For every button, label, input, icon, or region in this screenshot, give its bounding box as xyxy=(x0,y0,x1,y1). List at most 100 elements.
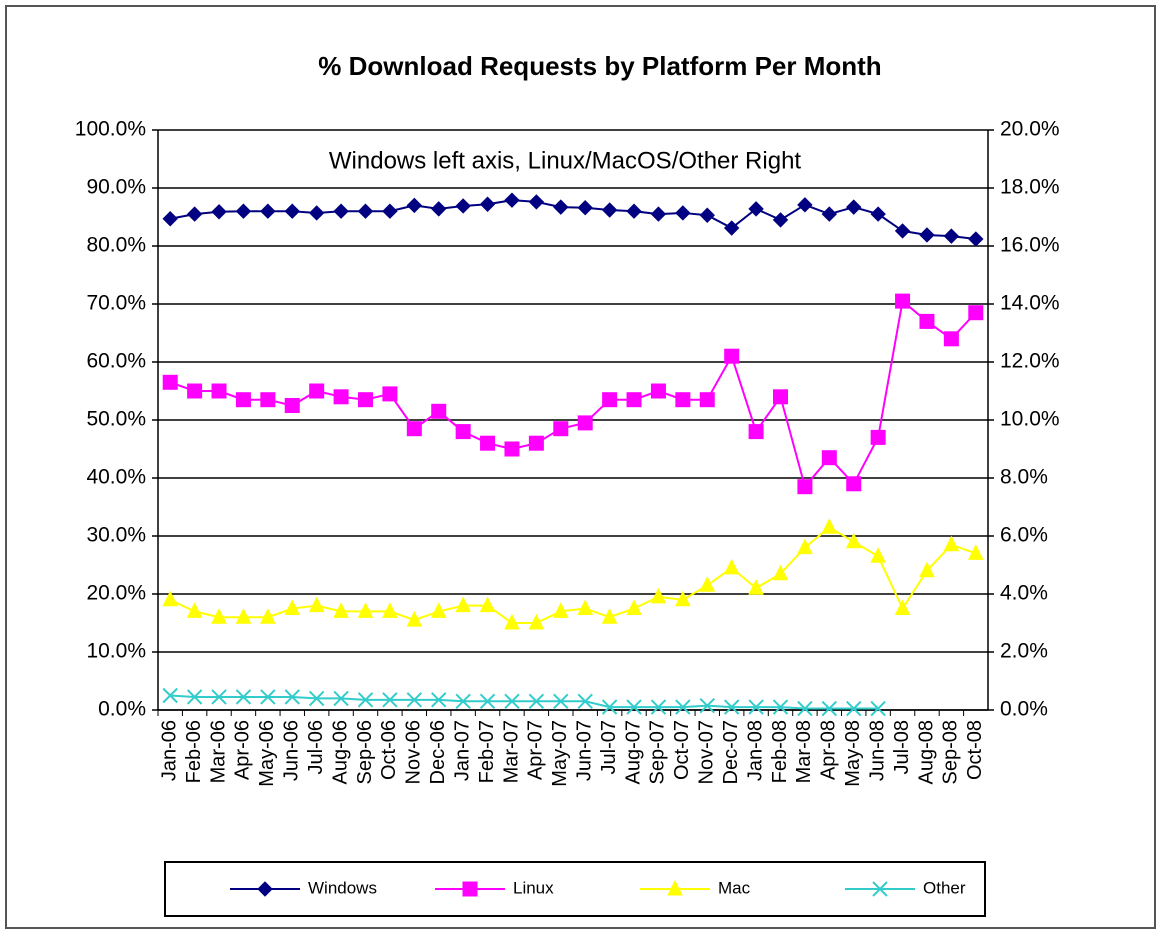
marker-square xyxy=(162,374,178,390)
marker-square xyxy=(675,392,691,408)
marker-x xyxy=(479,693,496,710)
marker-square xyxy=(602,392,618,408)
marker-diamond xyxy=(308,205,325,221)
marker-triangle xyxy=(894,599,911,615)
y-tick-label: 80.0% xyxy=(86,234,146,257)
marker-triangle xyxy=(406,610,423,627)
marker-diamond xyxy=(943,228,960,244)
y-tick-label: 90.0% xyxy=(86,176,146,199)
marker-diamond xyxy=(284,203,300,219)
x-tick-label: Aug-06 xyxy=(329,720,351,785)
marker-x xyxy=(723,699,740,715)
marker-diamond xyxy=(870,206,886,222)
marker-diamond xyxy=(455,198,471,214)
chart-title: % Download Requests by Platform Per Mont… xyxy=(318,51,881,81)
marker-triangle xyxy=(870,547,886,563)
y2-tick-label: 6.0% xyxy=(1000,524,1048,547)
legend-label: Other xyxy=(923,878,966,897)
y2-tick-label: 20.0% xyxy=(1000,118,1060,141)
marker-diamond xyxy=(772,212,789,228)
marker-triangle xyxy=(601,608,618,624)
x-tick-label: Jan-07 xyxy=(451,720,473,781)
marker-triangle xyxy=(675,590,691,607)
y-tick-label: 100.0% xyxy=(75,118,146,141)
x-tick-label: Jul-07 xyxy=(598,720,620,774)
marker-x xyxy=(577,693,593,710)
marker-diamond xyxy=(846,199,862,215)
marker-x xyxy=(455,693,471,710)
marker-square xyxy=(699,392,715,408)
marker-square xyxy=(260,392,276,408)
x-tick-label: Jan-06 xyxy=(158,720,180,781)
x-tick-label: Jul-06 xyxy=(305,720,327,774)
series-line xyxy=(170,199,976,241)
marker-square xyxy=(235,392,251,408)
marker-triangle xyxy=(260,608,276,624)
marker-square xyxy=(462,881,478,897)
x-tick-label: Apr-07 xyxy=(525,720,547,780)
marker-square xyxy=(504,441,520,457)
marker-square xyxy=(626,392,642,408)
marker-triangle xyxy=(650,587,667,604)
marker-x xyxy=(846,700,862,717)
legend-label: Linux xyxy=(513,878,554,897)
marker-x xyxy=(211,689,227,705)
legend-label: Mac xyxy=(718,878,751,897)
marker-diamond xyxy=(257,881,273,897)
marker-triangle xyxy=(284,599,301,615)
marker-diamond xyxy=(211,204,227,220)
marker-square xyxy=(528,435,544,451)
marker-x xyxy=(626,699,642,715)
marker-x xyxy=(748,699,764,715)
marker-square xyxy=(895,293,911,309)
marker-diamond xyxy=(162,211,178,227)
y2-tick-label: 4.0% xyxy=(1000,582,1048,605)
marker-diamond xyxy=(235,203,252,219)
marker-triangle xyxy=(552,602,569,618)
marker-square xyxy=(724,348,740,364)
y-tick-label: 30.0% xyxy=(86,524,146,547)
x-tick-label: Oct-08 xyxy=(964,720,986,780)
marker-triangle xyxy=(748,579,764,595)
marker-triangle xyxy=(382,602,398,618)
marker-triangle xyxy=(821,518,838,534)
x-tick-label: Apr-08 xyxy=(818,720,840,780)
marker-diamond xyxy=(528,194,545,210)
marker-x xyxy=(333,690,349,707)
x-tick-label: Aug-07 xyxy=(622,720,644,785)
marker-diamond xyxy=(406,197,423,214)
x-tick-label: Jun-08 xyxy=(866,720,888,781)
x-tick-label: Feb-08 xyxy=(769,720,791,783)
marker-x xyxy=(357,692,374,708)
x-tick-label: Oct-07 xyxy=(671,720,693,780)
y2-tick-label: 16.0% xyxy=(1000,234,1060,257)
marker-diamond xyxy=(894,223,911,239)
x-tick-label: Jun-06 xyxy=(281,720,303,781)
marker-triangle xyxy=(943,535,960,552)
x-tick-label: Jan-08 xyxy=(744,720,766,781)
x-tick-label: Sep-07 xyxy=(647,720,669,785)
y2-tick-label: 12.0% xyxy=(1000,350,1060,373)
y-tick-label: 50.0% xyxy=(86,408,146,431)
marker-triangle xyxy=(430,602,447,618)
marker-triangle xyxy=(333,602,349,618)
marker-square xyxy=(821,450,837,466)
marker-diamond xyxy=(260,203,276,219)
marker-square xyxy=(333,389,349,405)
chart-frame xyxy=(5,5,1156,929)
marker-diamond xyxy=(968,231,984,247)
marker-diamond xyxy=(382,203,398,219)
marker-diamond xyxy=(919,227,935,243)
marker-square xyxy=(309,383,325,399)
marker-triangle xyxy=(723,558,740,575)
marker-diamond xyxy=(699,207,715,223)
x-tick-label: May-06 xyxy=(256,720,278,787)
series-line xyxy=(170,694,879,710)
series-line xyxy=(169,526,977,624)
marker-triangle xyxy=(479,596,496,613)
marker-triangle xyxy=(626,599,642,615)
series-line xyxy=(169,299,977,489)
y-tick-label: 70.0% xyxy=(86,292,146,315)
y2-tick-label: 14.0% xyxy=(1000,292,1060,315)
marker-x xyxy=(601,699,618,715)
